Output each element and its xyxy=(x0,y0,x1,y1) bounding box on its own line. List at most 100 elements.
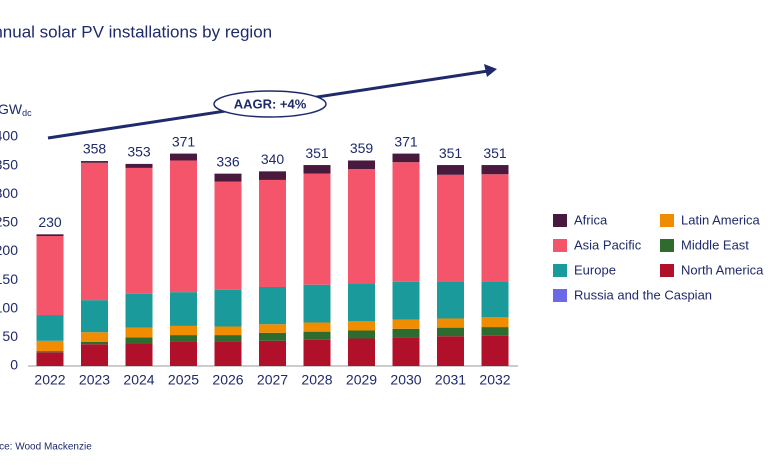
chart-title: Annual solar PV installations by region xyxy=(0,22,272,41)
x-tick-label: 2022 xyxy=(34,372,65,388)
bar-segment xyxy=(36,351,64,353)
bar-segment xyxy=(481,317,509,328)
legend-label: North America xyxy=(681,262,764,277)
bar-segment xyxy=(392,337,420,366)
x-tick-label: 2023 xyxy=(79,372,110,388)
bar-segment xyxy=(214,173,242,182)
bar-segment xyxy=(303,173,331,285)
annotation: AAGR: +4% xyxy=(234,96,307,111)
total-label: 353 xyxy=(127,144,151,160)
bar-segment xyxy=(259,324,286,333)
bar-segment xyxy=(125,167,153,294)
legend-label: Africa xyxy=(574,212,608,227)
legend-swatch xyxy=(553,214,567,227)
bar-segment xyxy=(125,327,153,338)
x-tick-label: 2028 xyxy=(301,372,332,388)
bar-segment xyxy=(481,165,509,175)
bar-segment xyxy=(81,162,108,301)
x-tick-label: 2030 xyxy=(390,372,421,388)
y-axis-label: GWdc xyxy=(0,101,32,119)
bar-segment xyxy=(259,179,286,287)
total-label: 230 xyxy=(38,214,62,230)
bar-segment xyxy=(348,338,375,366)
bar-segment xyxy=(392,153,420,163)
total-label: 340 xyxy=(261,151,285,167)
bar-segment xyxy=(170,153,197,161)
total-label: 351 xyxy=(305,145,329,161)
bar-segment xyxy=(214,335,242,342)
bar-segment xyxy=(125,293,153,328)
y-tick-label: 300 xyxy=(0,185,18,201)
total-label: 371 xyxy=(394,133,418,149)
bar-segment xyxy=(348,330,375,339)
x-tick-label: 2024 xyxy=(123,372,154,388)
x-tick-label: 2025 xyxy=(168,372,199,388)
y-tick-label: 0 xyxy=(10,357,18,373)
bar-segment xyxy=(481,335,509,366)
legend-swatch xyxy=(553,239,567,252)
x-tick-label: 2031 xyxy=(435,372,466,388)
bar-segment xyxy=(214,341,242,366)
legend-label: Middle East xyxy=(681,237,749,252)
bar-segment xyxy=(125,163,153,168)
y-tick-label: 250 xyxy=(0,214,18,230)
x-tick-label: 2029 xyxy=(346,372,377,388)
bar-segment xyxy=(303,165,331,174)
bar-segment xyxy=(81,161,108,163)
bar-segment xyxy=(392,162,420,282)
legend-label: Europe xyxy=(574,262,616,277)
annotation-bubble xyxy=(213,90,327,118)
bar-segment xyxy=(36,352,64,366)
y-tick-label: 350 xyxy=(0,156,18,172)
bar-segment xyxy=(303,322,331,332)
bar-segment xyxy=(303,339,331,366)
bar-segment xyxy=(36,315,64,341)
bar-segment xyxy=(437,165,464,175)
x-tick-label: 2032 xyxy=(479,372,510,388)
legend-swatch xyxy=(553,264,567,277)
bar-segment xyxy=(348,283,375,322)
bar-segment xyxy=(348,321,375,331)
bar-segment xyxy=(437,327,464,337)
bar-segment xyxy=(170,292,197,326)
bar-segment xyxy=(36,236,64,316)
y-tick-label: 50 xyxy=(2,328,18,344)
bar-segment xyxy=(437,174,464,282)
bar-segment xyxy=(259,340,286,366)
bar-segment xyxy=(259,171,286,180)
bar-segment xyxy=(214,181,242,290)
legend-label: Russia and the Caspian xyxy=(574,287,712,302)
bar-segment xyxy=(437,318,464,328)
legend-swatch xyxy=(660,214,674,227)
y-tick-label: 100 xyxy=(0,299,18,315)
total-label: 358 xyxy=(83,141,107,157)
legend-label: Latin America xyxy=(681,212,761,227)
x-tick-label: 2027 xyxy=(257,372,288,388)
bar-segment xyxy=(81,300,108,333)
bar-segment xyxy=(437,336,464,366)
bar-segment xyxy=(303,284,331,323)
y-tick-label: 200 xyxy=(0,242,18,258)
bar-segment xyxy=(125,343,153,366)
total-label: 336 xyxy=(216,153,240,169)
bar-segment xyxy=(170,325,197,336)
bar-segment xyxy=(214,326,242,336)
bar-segment xyxy=(36,234,64,237)
bar-segment xyxy=(36,340,64,352)
y-axis-unit: GW xyxy=(0,101,23,117)
y-axis-unit-sub: dc xyxy=(22,108,32,118)
bar-segment xyxy=(481,174,509,282)
bar-segment xyxy=(259,286,286,325)
bar-segment xyxy=(81,341,108,345)
legend-swatch xyxy=(553,289,567,302)
bar-segment xyxy=(170,341,197,366)
bar-segment xyxy=(170,335,197,342)
bar-segment xyxy=(392,319,420,329)
bar-segment xyxy=(170,160,197,293)
source: Source: Wood Mackenzie xyxy=(0,442,92,453)
bar-segment xyxy=(481,327,509,336)
bar-segment xyxy=(259,332,286,341)
x-tick-label: 2026 xyxy=(212,372,243,388)
